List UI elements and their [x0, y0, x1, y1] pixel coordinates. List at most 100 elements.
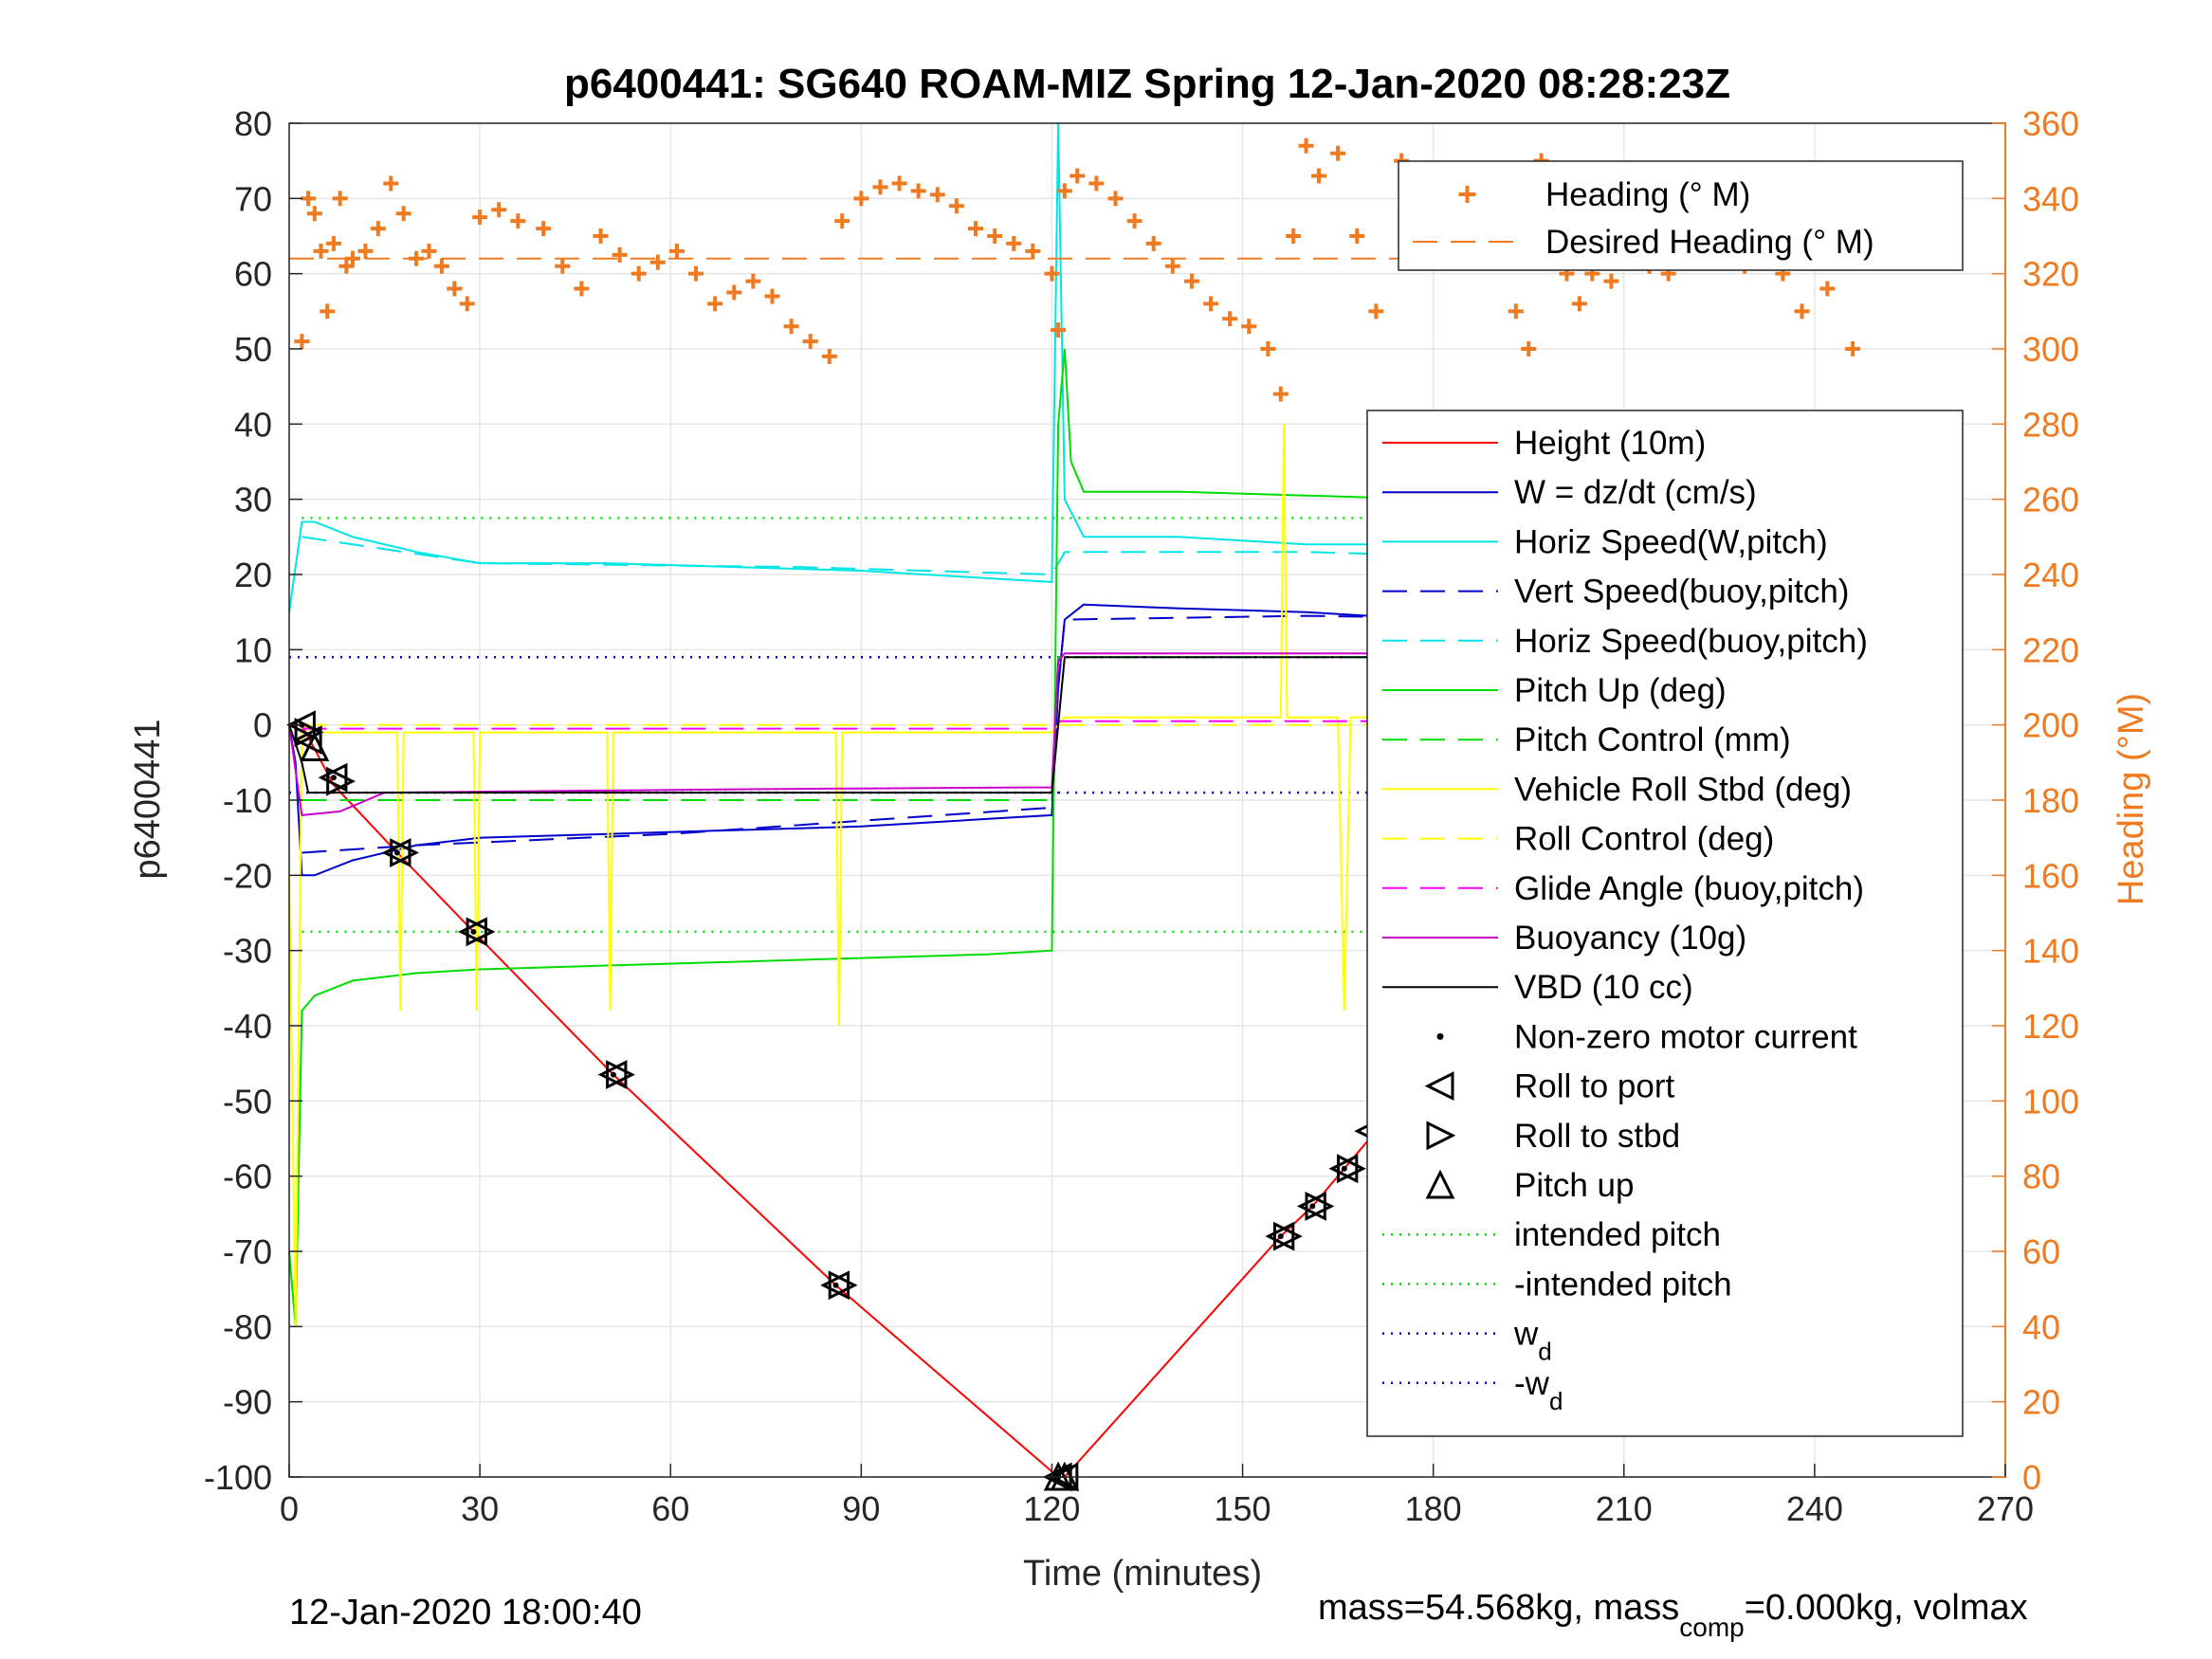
- heading-point: [668, 243, 685, 259]
- heading-point: [1508, 303, 1524, 319]
- heading-point: [872, 179, 888, 195]
- legend-label: Pitch Control (mm): [1514, 721, 1791, 758]
- legend-label: intended pitch: [1514, 1216, 1721, 1253]
- x-tick-label: 0: [280, 1489, 299, 1528]
- heading-point: [395, 206, 411, 222]
- footer-mass-main: mass=54.568kg, mass: [1318, 1588, 1679, 1628]
- heading-point: [383, 175, 399, 191]
- legend-label: W = dz/dt (cm/s): [1514, 474, 1757, 511]
- legend-label-text: Roll Control (deg): [1514, 821, 1774, 858]
- heading-point: [948, 198, 964, 214]
- roll-stbd-marker: [294, 718, 324, 748]
- heading-point: [968, 221, 983, 237]
- y2-tick-label: 20: [2022, 1383, 2060, 1422]
- x-axis-label: Time (minutes): [1023, 1554, 1262, 1594]
- footer-timestamp: 12-Jan-2020 18:00:40: [289, 1593, 642, 1632]
- motor-current-point: [1277, 1233, 1284, 1240]
- heading-point: [1368, 303, 1384, 319]
- heading-point: [631, 265, 647, 282]
- y-tick-label: -20: [223, 856, 272, 895]
- heading-point: [834, 213, 850, 229]
- x-tick-label: 60: [651, 1489, 689, 1528]
- heading-point: [1260, 341, 1276, 356]
- legend-label: VBD (10 cc): [1514, 969, 1693, 1006]
- roll-port-marker: [820, 1270, 850, 1301]
- roll-stbd-marker: [1305, 1191, 1335, 1221]
- roll-stbd-marker: [606, 1060, 635, 1089]
- heading-point: [1025, 243, 1041, 259]
- y2-tick-label: 280: [2022, 405, 2079, 444]
- heading-point: [294, 334, 310, 350]
- y2-tick-label: 240: [2022, 556, 2079, 594]
- y-tick-label: -80: [223, 1307, 272, 1346]
- heading-point: [1794, 303, 1810, 319]
- y-tick-label: -90: [223, 1383, 272, 1422]
- heading-point: [1819, 281, 1836, 297]
- legend-label-text: Height (10m): [1514, 425, 1706, 462]
- roll-port-marker: [1296, 1191, 1326, 1221]
- legend-label-text: W = dz/dt (cm/s): [1514, 474, 1757, 511]
- y2-tick-label: 140: [2022, 932, 2079, 971]
- heading-point: [1349, 228, 1365, 244]
- legend-label-text: w: [1513, 1316, 1539, 1353]
- heading-point: [301, 191, 317, 207]
- x-tick-label: 30: [461, 1489, 499, 1528]
- legend-label-text: Pitch up: [1514, 1167, 1634, 1204]
- heading-point: [1845, 341, 1861, 356]
- legend-heading: Heading (° M) Desired Heading (° M): [1398, 160, 1964, 271]
- legend-label-text: Horiz Speed(buoy,pitch): [1514, 623, 1868, 660]
- y-tick-label: 30: [234, 481, 272, 520]
- legend-label: Horiz Speed(W,pitch): [1514, 523, 1828, 560]
- y-tick-label: 80: [234, 104, 272, 143]
- legend-label: Pitch Up (deg): [1514, 672, 1727, 709]
- heading-point: [726, 284, 742, 301]
- y2-tick-label: 200: [2022, 706, 2079, 745]
- legend-marker-sample: [1426, 1121, 1456, 1151]
- heading-point: [929, 187, 945, 203]
- y-tick-label: -70: [223, 1232, 272, 1271]
- y2-tick-label: 0: [2022, 1458, 2041, 1497]
- legend-label: Buoyancy (10g): [1514, 920, 1746, 957]
- legend-label: wd: [1513, 1316, 1552, 1366]
- x-tick-label: 240: [1786, 1489, 1843, 1528]
- roll-port-marker: [381, 838, 411, 867]
- legend-label: Heading (° M): [1545, 176, 1750, 213]
- y2-axis-ticks: 3603403203002802602402202001801601401201…: [1992, 104, 2079, 1497]
- heading-point: [357, 243, 374, 259]
- heading-point: [1088, 175, 1105, 191]
- heading-point: [472, 210, 488, 226]
- heading-point: [1051, 322, 1067, 338]
- legend-label-text: Non-zero motor current: [1514, 1018, 1857, 1055]
- legend-label-text: Buoyancy (10g): [1514, 920, 1746, 957]
- heading-point: [593, 228, 609, 244]
- legend-label-text: Roll to port: [1514, 1068, 1675, 1105]
- x-tick-label: 120: [1023, 1489, 1080, 1528]
- roll-stbd-marker: [1337, 1154, 1366, 1184]
- heading-point: [649, 254, 666, 270]
- heading-point: [306, 206, 322, 222]
- heading-point: [802, 334, 818, 350]
- y-axis-ticks: 80 70 60 50 40 30 20 10 0 -10 -20 -30 -40 -50 -60 -70 -8…: [204, 104, 302, 1497]
- heading-point: [891, 175, 907, 191]
- heading-point: [1056, 183, 1072, 199]
- legend-label: Roll to port: [1514, 1068, 1675, 1105]
- legend-label-text: -w: [1514, 1365, 1550, 1402]
- heading-point: [688, 265, 704, 282]
- chart-title: p6400441: SG640 ROAM-MIZ Spring 12-Jan-2…: [564, 61, 1730, 107]
- legend-label-text: Heading (° M): [1545, 176, 1750, 213]
- footer-mass-tail: =0.000kg, volmax: [1745, 1588, 2028, 1628]
- legend-label-subscript: d: [1549, 1387, 1563, 1415]
- heading-point: [1286, 228, 1302, 244]
- roll-stbd-marker: [390, 838, 420, 867]
- roll-port-marker: [1328, 1154, 1359, 1184]
- y-tick-label: 50: [234, 330, 272, 369]
- footer-mass-sub: comp: [1679, 1613, 1744, 1642]
- legend-label: Horiz Speed(buoy,pitch): [1514, 623, 1868, 660]
- heading-point: [1107, 191, 1124, 207]
- legend-label-text: -intended pitch: [1514, 1266, 1732, 1303]
- heading-point: [325, 235, 341, 251]
- y-tick-label: -10: [223, 781, 272, 820]
- y-tick-label: 20: [234, 556, 272, 594]
- heading-point: [313, 243, 329, 259]
- motor-current-point: [832, 1282, 839, 1288]
